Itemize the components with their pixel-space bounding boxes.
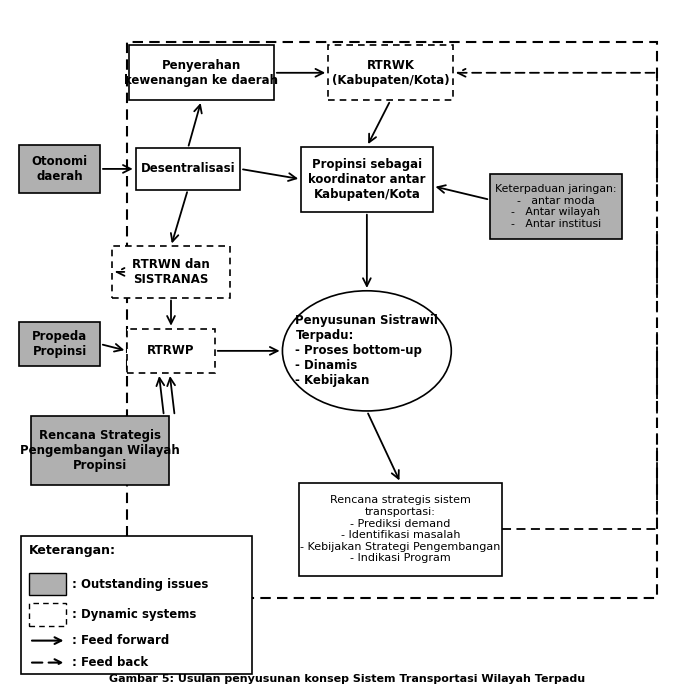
Text: Keterangan:: Keterangan:: [29, 544, 116, 557]
Bar: [31, 416, 169, 485]
Text: Penyerahan
kewenangan ke daerah: Penyerahan kewenangan ke daerah: [125, 58, 278, 87]
Bar: [328, 45, 453, 100]
Text: : Outstanding issues: : Outstanding issues: [72, 578, 208, 591]
Text: RTRWN dan
SISTRANAS: RTRWN dan SISTRANAS: [132, 258, 210, 286]
Text: Otonomi
daerah: Otonomi daerah: [32, 155, 88, 183]
Bar: [490, 174, 622, 239]
Text: Desentralisasi: Desentralisasi: [140, 162, 235, 175]
Text: Propinsi sebagai
koordinator antar
Kabupaten/Kota: Propinsi sebagai koordinator antar Kabup…: [308, 158, 425, 201]
Bar: [112, 246, 230, 298]
Text: RTRWK
(Kabupaten/Kota): RTRWK (Kabupaten/Kota): [332, 58, 449, 87]
Text: Rencana strategis sistem
transportasi:
- Prediksi demand
- Identifikasi masalah
: Rencana strategis sistem transportasi: -…: [301, 495, 501, 563]
Text: Gambar 5: Usulan penyusunan konsep Sistem Transportasi Wilayah Terpadu: Gambar 5: Usulan penyusunan konsep Siste…: [108, 674, 585, 684]
Bar: [29, 603, 66, 625]
Bar: [127, 329, 215, 373]
Bar: [127, 42, 658, 598]
Text: Rencana Strategis
Pengembangan Wilayah
Propinsi: Rencana Strategis Pengembangan Wilayah P…: [20, 429, 180, 472]
Text: RTRWP: RTRWP: [147, 345, 195, 357]
Bar: [129, 45, 274, 100]
Ellipse shape: [282, 291, 451, 411]
Bar: [19, 145, 100, 193]
Bar: [29, 572, 66, 595]
Text: Penyusunan Sistrawil
Terpadu:
- Proses bottom-up
- Dinamis
- Kebijakan: Penyusunan Sistrawil Terpadu: - Proses b…: [295, 314, 438, 387]
Bar: [21, 536, 252, 674]
Text: Propeda
Propinsi: Propeda Propinsi: [32, 330, 87, 358]
Bar: [301, 147, 433, 212]
Text: Keterpaduan jaringan:
-   antar moda
-   Antar wilayah
-   Antar institusi: Keterpaduan jaringan: - antar moda - Ant…: [495, 184, 616, 229]
Bar: [136, 149, 240, 189]
Text: : Dynamic systems: : Dynamic systems: [72, 608, 196, 621]
Bar: [299, 483, 502, 576]
Bar: [19, 322, 100, 366]
Text: : Feed back: : Feed back: [72, 656, 148, 669]
Text: : Feed forward: : Feed forward: [72, 634, 169, 647]
